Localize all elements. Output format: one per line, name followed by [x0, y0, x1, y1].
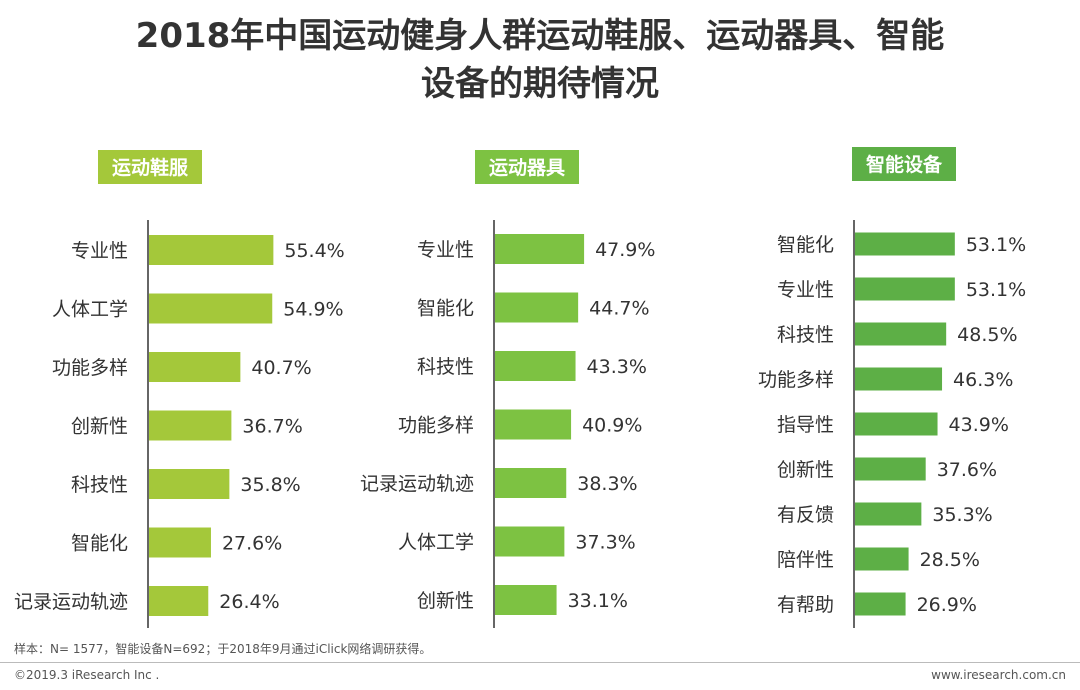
- data-label: 36.7%: [242, 416, 302, 438]
- footer-divider: [0, 662, 1080, 663]
- data-label: 40.7%: [251, 357, 311, 379]
- data-label: 28.5%: [920, 549, 980, 571]
- panel-1-title: 运动鞋服: [112, 156, 189, 179]
- bar: [855, 457, 926, 481]
- bar: [149, 527, 211, 558]
- bar: [855, 322, 947, 346]
- category-label: 人体工学: [398, 532, 474, 554]
- data-label: 26.9%: [917, 594, 977, 616]
- data-label: 55.4%: [284, 240, 344, 262]
- category-label: 功能多样: [52, 357, 128, 379]
- bar: [495, 234, 585, 264]
- category-label: 创新性: [417, 590, 474, 612]
- data-label: 43.3%: [587, 356, 647, 378]
- bar: [855, 592, 906, 616]
- panel-3-title-tag: [852, 147, 956, 181]
- category-label: 功能多样: [758, 369, 834, 391]
- category-label: 有帮助: [777, 594, 834, 616]
- category-label: 记录运动轨迹: [360, 473, 474, 495]
- category-label: 专业性: [71, 240, 128, 262]
- bar: [149, 469, 230, 499]
- data-label: 33.1%: [568, 590, 628, 612]
- data-label: 40.9%: [582, 415, 642, 437]
- data-label: 44.7%: [589, 298, 649, 320]
- data-label: 37.3%: [575, 532, 635, 554]
- category-label: 记录运动轨迹: [14, 591, 128, 613]
- bar: [855, 277, 955, 301]
- data-label: 46.3%: [953, 369, 1013, 391]
- data-label: 27.6%: [222, 533, 282, 555]
- panel-2-title-tag: [475, 150, 579, 184]
- sample-note: 样本：N= 1577，智能设备N=692；于2018年9月通过iClick网络调…: [14, 642, 432, 656]
- bar: [495, 468, 567, 498]
- bar: [495, 351, 576, 381]
- data-label: 43.9%: [949, 414, 1009, 436]
- data-label: 35.8%: [240, 474, 300, 496]
- data-label: 53.1%: [966, 279, 1026, 301]
- category-label: 科技性: [71, 474, 128, 496]
- category-label: 创新性: [777, 459, 834, 481]
- category-label: 有反馈: [777, 504, 834, 526]
- category-label: 科技性: [417, 356, 474, 378]
- category-label: 专业性: [417, 239, 474, 261]
- bar: [495, 409, 572, 440]
- bar: [855, 412, 938, 436]
- data-label: 35.3%: [932, 504, 992, 526]
- bar: [149, 352, 241, 382]
- panel-1-title-tag: [98, 150, 202, 184]
- data-label: 38.3%: [577, 473, 637, 495]
- bar: [855, 502, 922, 526]
- data-label: 53.1%: [966, 234, 1026, 256]
- panel-3-title: 智能设备: [866, 153, 943, 176]
- category-label: 创新性: [71, 416, 128, 438]
- category-label: 智能化: [417, 298, 474, 320]
- bar: [855, 547, 909, 571]
- bar: [149, 293, 273, 324]
- data-label: 48.5%: [957, 324, 1017, 346]
- data-label: 54.9%: [283, 299, 343, 321]
- bar: [149, 586, 209, 616]
- data-label: 47.9%: [595, 239, 655, 261]
- data-label: 37.6%: [937, 459, 997, 481]
- bar: [149, 235, 274, 265]
- bar: [495, 292, 579, 323]
- category-label: 智能化: [777, 234, 834, 256]
- data-label: 26.4%: [219, 591, 279, 613]
- bar: [855, 232, 955, 256]
- category-label: 智能化: [71, 533, 128, 555]
- category-label: 指导性: [777, 414, 834, 436]
- category-label: 专业性: [777, 279, 834, 301]
- copyright-text: ©2019.3 iResearch Inc .: [14, 668, 160, 682]
- category-label: 功能多样: [398, 415, 474, 437]
- panel-2-title: 运动器具: [489, 157, 565, 179]
- chart-title-line-1: 2018年中国运动健身人群运动鞋服、运动器具、智能: [135, 16, 945, 56]
- bar: [855, 367, 943, 391]
- chart-title-line-2: 设备的期待情况: [421, 64, 659, 104]
- category-label: 科技性: [777, 324, 834, 346]
- bar: [149, 410, 232, 441]
- category-label: 陪伴性: [777, 549, 834, 571]
- bar: [495, 526, 565, 557]
- bar: [495, 585, 557, 615]
- category-label: 人体工学: [52, 299, 128, 321]
- website-link[interactable]: www.iresearch.com.cn: [931, 668, 1066, 682]
